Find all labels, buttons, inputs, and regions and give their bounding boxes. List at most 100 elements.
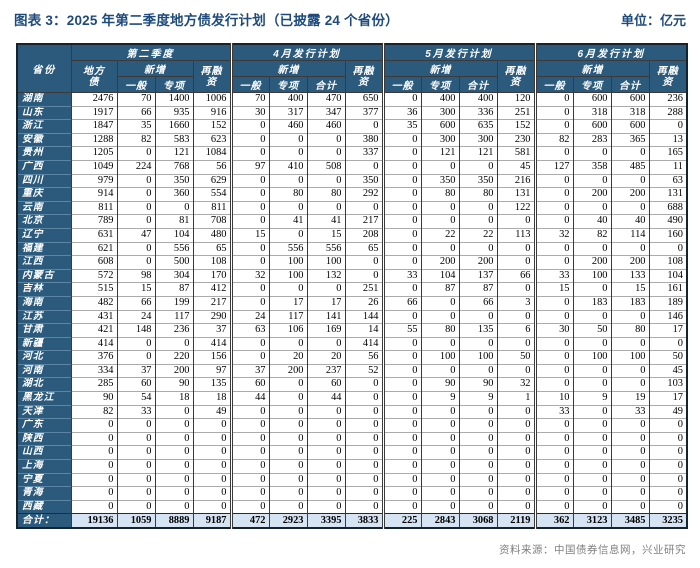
value-cell: 35 — [381, 119, 421, 134]
value-cell: 0 — [229, 255, 269, 270]
total-label: 合计： — [16, 513, 71, 529]
value-cell: 87 — [458, 282, 497, 297]
total-value-cell: 2843 — [420, 513, 459, 529]
value-cell: 0 — [496, 499, 535, 514]
value-cell: 629 — [192, 173, 231, 188]
col-header-jun-new: 新增 — [533, 60, 650, 77]
value-cell: 60 — [116, 377, 155, 392]
value-cell: 0 — [496, 445, 535, 460]
value-cell: 0 — [192, 459, 231, 474]
value-cell: 183 — [610, 295, 649, 310]
table-row: 河北 376 0 220 156 0 20 20 56 0 100 100 50 0 100 100 50 — [16, 350, 687, 365]
value-cell: 811 — [192, 200, 231, 215]
table-row: 四川 979 0 350 629 0 0 0 350 0 350 350 216 0 0 0 63 — [16, 173, 687, 188]
value-cell: 2476 — [70, 92, 117, 107]
value-cell: 44 — [229, 391, 269, 406]
value-cell: 200 — [268, 363, 307, 378]
province-label: 山西 — [16, 445, 71, 460]
value-cell: 135 — [458, 323, 497, 338]
unit-label: 单位：亿元 — [620, 13, 686, 28]
value-cell: 0 — [268, 173, 307, 188]
value-cell: 485 — [610, 159, 649, 175]
value-cell: 0 — [229, 445, 269, 460]
local-bond-line2: 债 — [88, 76, 100, 88]
value-cell: 0 — [458, 336, 497, 351]
value-cell: 100 — [268, 255, 307, 270]
value-cell: 0 — [154, 431, 193, 446]
refinance-line1: 再融 — [352, 65, 375, 77]
col-header-jun-refinance: 再融 资 — [648, 60, 688, 93]
value-cell: 318 — [610, 105, 649, 120]
value-cell: 283 — [572, 132, 611, 147]
value-cell: 0 — [344, 255, 383, 270]
value-cell: 169 — [306, 323, 345, 338]
value-cell: 0 — [458, 499, 497, 514]
value-cell: 600 — [610, 92, 649, 107]
value-cell: 0 — [381, 336, 421, 351]
value-cell: 0 — [116, 173, 155, 188]
value-cell: 0 — [381, 282, 421, 297]
value-cell: 0 — [496, 459, 535, 474]
value-cell: 460 — [268, 119, 307, 134]
value-cell: 376 — [70, 350, 117, 365]
value-cell: 33 — [533, 268, 573, 283]
value-cell: 0 — [458, 363, 497, 378]
col-group-april: 4月发行计划 — [229, 43, 384, 61]
value-cell: 0 — [268, 499, 307, 514]
value-cell: 26 — [344, 295, 383, 310]
value-cell: 0 — [306, 132, 345, 147]
value-cell: 0 — [381, 445, 421, 460]
value-cell: 0 — [154, 418, 193, 433]
province-label: 安徽 — [16, 132, 71, 147]
value-cell: 121 — [458, 146, 497, 161]
table-row: 新疆 414 0 0 414 0 0 0 414 0 0 0 0 0 0 0 0 — [16, 336, 687, 351]
value-cell: 9 — [572, 391, 611, 406]
value-cell: 350 — [458, 173, 497, 188]
value-cell: 708 — [192, 214, 231, 229]
value-cell: 0 — [610, 431, 649, 446]
value-cell: 32 — [229, 268, 269, 283]
value-cell: 0 — [229, 404, 269, 419]
value-cell: 0 — [533, 255, 573, 270]
value-cell: 460 — [306, 119, 345, 134]
value-cell: 490 — [648, 214, 687, 229]
value-cell: 292 — [344, 187, 383, 202]
value-cell: 0 — [420, 459, 459, 474]
value-cell: 0 — [533, 336, 573, 351]
value-cell: 17 — [306, 295, 345, 310]
value-cell: 0 — [116, 336, 155, 351]
value-cell: 44 — [306, 391, 345, 406]
value-cell: 0 — [192, 445, 231, 460]
col-header-special: 专项 — [268, 76, 308, 93]
value-cell: 0 — [154, 459, 193, 474]
value-cell: 0 — [533, 92, 573, 107]
value-cell: 0 — [610, 418, 649, 433]
value-cell: 0 — [268, 486, 307, 501]
value-cell: 0 — [610, 146, 649, 161]
value-cell: 1400 — [154, 92, 193, 107]
value-cell: 160 — [648, 227, 687, 243]
value-cell: 50 — [648, 350, 687, 365]
value-cell: 100 — [572, 350, 611, 365]
value-cell: 165 — [648, 146, 687, 161]
value-cell: 0 — [533, 377, 573, 392]
value-cell: 133 — [610, 268, 649, 283]
value-cell: 236 — [648, 92, 687, 107]
value-cell: 556 — [306, 241, 345, 256]
value-cell: 0 — [70, 486, 117, 501]
value-cell: 0 — [381, 132, 421, 147]
value-cell: 97 — [229, 159, 269, 175]
value-cell: 0 — [381, 146, 421, 161]
value-cell: 70 — [116, 92, 155, 107]
province-label: 天津 — [16, 404, 71, 419]
value-cell: 0 — [572, 459, 611, 474]
value-cell: 358 — [572, 159, 611, 175]
value-cell: 1660 — [154, 119, 193, 134]
col-header-q2-new: 新增 — [116, 60, 194, 77]
value-cell: 0 — [420, 472, 459, 487]
value-cell: 0 — [229, 187, 269, 202]
value-cell: 300 — [458, 132, 497, 147]
local-bond-line1: 地方 — [83, 65, 105, 77]
value-cell: 0 — [610, 336, 649, 351]
value-cell: 0 — [458, 445, 497, 460]
